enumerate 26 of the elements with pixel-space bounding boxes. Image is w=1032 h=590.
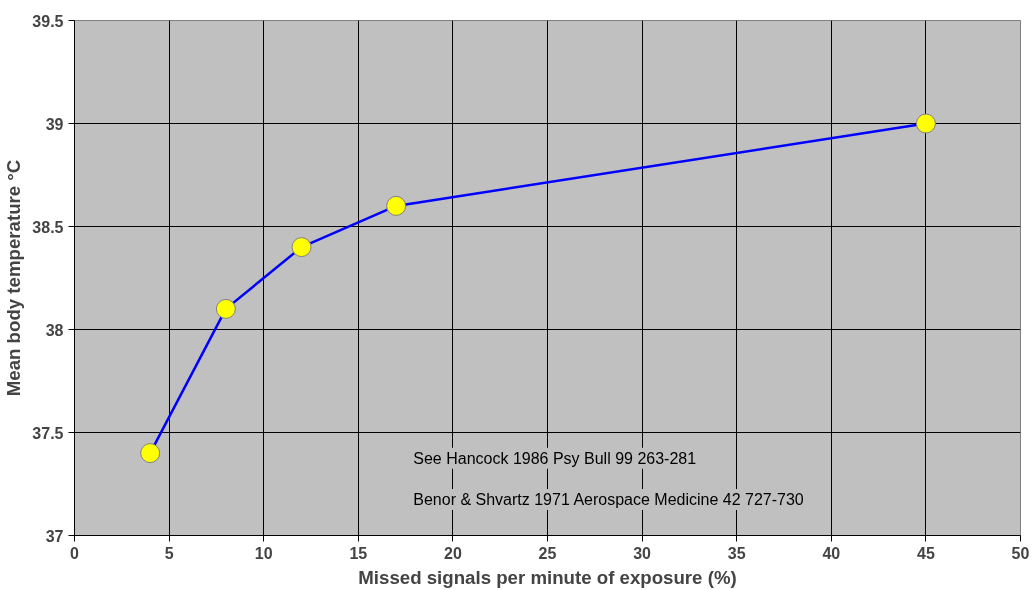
y-tick-label: 37.5: [32, 424, 64, 442]
y-tick-label: 37: [45, 527, 64, 545]
x-tick-label: 10: [254, 544, 273, 562]
annotation: Benor & Shvartz 1971 Aerospace Medicine 42 727-730: [413, 490, 804, 508]
x-tick-label: 35: [727, 544, 746, 562]
x-tick-label: 20: [444, 544, 462, 562]
y-tick-label: 39.5: [32, 12, 64, 30]
x-tick-label: 25: [538, 544, 557, 562]
x-tick-label: 5: [164, 544, 174, 562]
y-tick-label: 38: [45, 321, 64, 339]
point: [291, 237, 312, 258]
point: [386, 195, 407, 216]
x-tick-label: 40: [822, 544, 841, 562]
point: [215, 298, 236, 319]
y-tick-label: 39: [45, 115, 64, 133]
x-tick-label: 30: [633, 544, 652, 562]
y-tick-label: 38.5: [32, 218, 64, 236]
x-tick-label: 15: [349, 544, 368, 562]
point: [140, 443, 161, 464]
x-tick-label: 0: [70, 544, 80, 562]
x-tick-label: 45: [917, 544, 935, 562]
x-axis-title: Missed signals per minute of exposure (%): [358, 566, 737, 588]
x-tick-label: 50: [1011, 544, 1030, 562]
annotation: See Hancock 1986 Psy Bull 99 263-281: [413, 449, 697, 467]
y-axis-title: Mean body temperature °C: [3, 159, 25, 397]
point: [915, 113, 936, 134]
